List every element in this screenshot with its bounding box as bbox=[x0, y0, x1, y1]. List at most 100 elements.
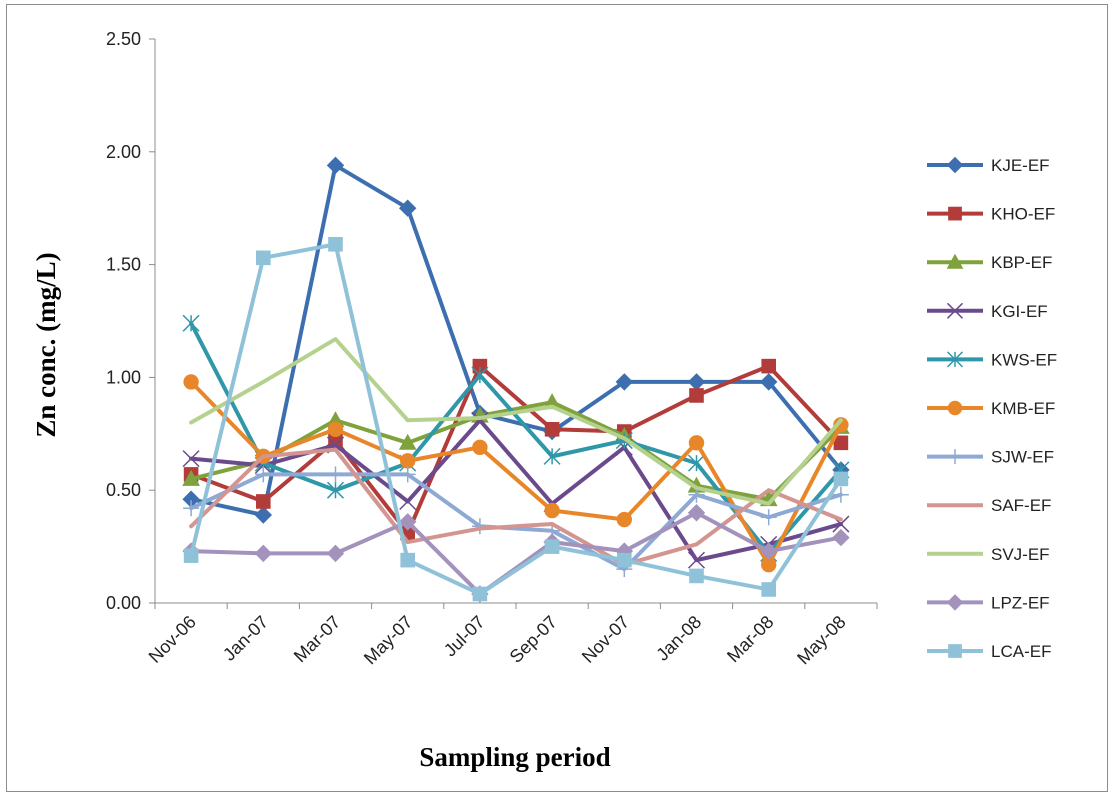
x-tick-label: May-08 bbox=[793, 612, 850, 669]
x-tick-label: Nov-07 bbox=[578, 612, 633, 667]
series-line bbox=[189, 337, 843, 506]
y-axis-title: Zn conc. (mg/L) bbox=[31, 252, 61, 437]
legend-label: KGI-EF bbox=[991, 302, 1048, 321]
series-line bbox=[189, 418, 843, 563]
legend-marker bbox=[946, 351, 964, 368]
data-point bbox=[471, 411, 489, 429]
data-point bbox=[689, 568, 704, 584]
data-point bbox=[326, 544, 345, 563]
legend-marker bbox=[946, 302, 964, 319]
x-tick-label: May-07 bbox=[360, 612, 417, 669]
data-point bbox=[398, 433, 417, 450]
data-point bbox=[544, 539, 560, 554]
legend-marker bbox=[946, 594, 964, 611]
legend-label: KJE-EF bbox=[991, 156, 1050, 175]
data-point bbox=[543, 447, 561, 465]
line-chart: 0.00 0.50 1.00 1.50 2.00 2.50 Nov-06 Jan-07 Mar-… bbox=[31, 29, 1057, 772]
data-point bbox=[832, 528, 850, 547]
series-kgi-ef bbox=[182, 411, 850, 569]
data-point bbox=[399, 466, 416, 483]
legend-marker bbox=[948, 644, 962, 658]
y-tick-label: 1.00 bbox=[106, 367, 141, 387]
legend-label: KWS-EF bbox=[991, 350, 1057, 369]
data-point bbox=[255, 466, 272, 483]
data-point bbox=[328, 236, 343, 252]
data-point bbox=[183, 374, 199, 390]
legend-label: SVJ-EF bbox=[991, 545, 1050, 564]
data-point bbox=[182, 314, 200, 332]
legend-label: LCA-EF bbox=[991, 642, 1051, 661]
data-point bbox=[759, 373, 778, 391]
data-point bbox=[833, 435, 849, 451]
legend-entry: KHO-EF bbox=[927, 205, 1055, 224]
data-point bbox=[832, 486, 849, 503]
series-line bbox=[189, 321, 843, 556]
x-tick-label: Jan-08 bbox=[652, 612, 705, 665]
x-tick-label: Jan-07 bbox=[219, 612, 272, 665]
data-point bbox=[327, 466, 344, 483]
legend-marker bbox=[948, 206, 962, 221]
x-tick-label: Mar-08 bbox=[723, 612, 777, 666]
data-point bbox=[399, 492, 417, 511]
axes: 0.00 0.50 1.00 1.50 2.00 2.50 Nov-06 Jan-07 Mar-… bbox=[106, 29, 878, 669]
data-point bbox=[687, 551, 706, 569]
legend-label: SJW-EF bbox=[991, 448, 1054, 467]
legend-label: KBP-EF bbox=[991, 253, 1052, 272]
legend-label: KHO-EF bbox=[991, 205, 1055, 224]
data-point bbox=[471, 366, 489, 384]
data-point bbox=[326, 156, 345, 175]
series-line bbox=[189, 379, 843, 567]
data-point bbox=[687, 504, 706, 522]
series-svj-ef bbox=[189, 337, 843, 506]
y-tick-label: 2.00 bbox=[106, 142, 141, 162]
legend-entry: SJW-EF bbox=[927, 448, 1054, 467]
data-point bbox=[256, 494, 271, 509]
chart-frame: 0.00 0.50 1.00 1.50 2.00 2.50 Nov-06 Jan-07 Mar-… bbox=[6, 4, 1108, 792]
data-point bbox=[472, 439, 488, 456]
y-tick-label: 0.50 bbox=[106, 480, 141, 500]
series-layer bbox=[182, 156, 850, 603]
series-line bbox=[189, 364, 843, 536]
legend-marker bbox=[947, 400, 963, 416]
legend-marker bbox=[946, 156, 964, 174]
data-point bbox=[833, 417, 849, 433]
series-saf-ef bbox=[189, 447, 843, 567]
data-point bbox=[256, 250, 271, 266]
legend-entry: KGI-EF bbox=[927, 302, 1048, 321]
data-point bbox=[687, 454, 706, 472]
legend-entry: SAF-EF bbox=[927, 496, 1051, 515]
data-point bbox=[615, 373, 634, 391]
data-point bbox=[544, 421, 560, 437]
data-point bbox=[182, 450, 200, 468]
data-point bbox=[327, 421, 344, 437]
data-point bbox=[400, 453, 416, 469]
data-point bbox=[183, 548, 199, 563]
series-lca-ef bbox=[183, 236, 849, 602]
legend-entry: KMB-EF bbox=[927, 399, 1055, 418]
legend-entry: KJE-EF bbox=[927, 156, 1050, 175]
x-axis-title: Sampling period bbox=[419, 742, 610, 772]
legend: KJE-EF KHO-EF KBP-EF KGI-EF KWS-EF KMB-EF SJW-… bbox=[927, 156, 1057, 661]
data-point bbox=[182, 469, 200, 486]
legend-entry: KWS-EF bbox=[927, 350, 1057, 369]
data-point bbox=[616, 511, 632, 528]
legend-marker bbox=[946, 253, 964, 269]
x-tick-label: Mar-07 bbox=[290, 612, 344, 666]
x-tick-label: Nov-06 bbox=[145, 612, 200, 667]
data-point bbox=[254, 506, 273, 524]
data-point bbox=[398, 513, 417, 531]
series-line bbox=[189, 400, 843, 502]
data-point bbox=[687, 373, 706, 391]
legend-entry: SVJ-EF bbox=[927, 545, 1050, 564]
data-point bbox=[759, 542, 778, 560]
data-point bbox=[761, 358, 777, 374]
legend-label: KMB-EF bbox=[991, 399, 1055, 418]
legend-entry: LPZ-EF bbox=[927, 593, 1050, 612]
legend-label: SAF-EF bbox=[991, 496, 1051, 515]
x-tick-label: Sep-07 bbox=[506, 612, 561, 667]
y-tick-label: 2.50 bbox=[106, 29, 141, 49]
data-point bbox=[326, 481, 345, 499]
series-line bbox=[189, 242, 843, 596]
data-point bbox=[254, 544, 273, 563]
data-point bbox=[472, 586, 488, 602]
